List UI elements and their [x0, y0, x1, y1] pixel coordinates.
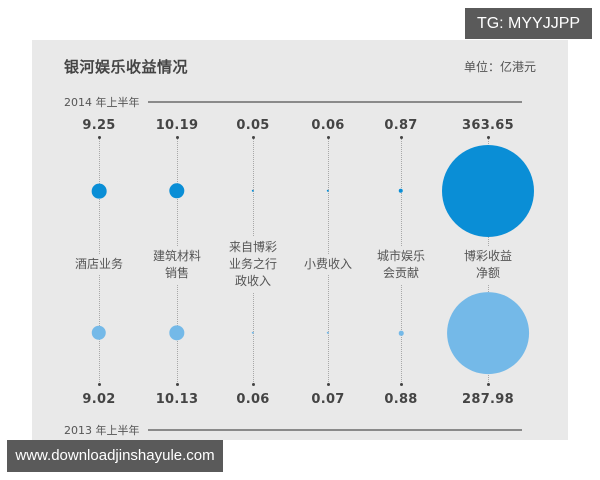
- chart-panel: 银河娱乐收益情况 单位：亿港元 2014 年上半年 2013 年上半年 9.25…: [32, 40, 568, 440]
- bubble-2013: [91, 325, 107, 341]
- value-2014: 0.05: [236, 118, 270, 133]
- value-2014: 10.19: [155, 118, 199, 133]
- value-2013: 0.88: [384, 392, 418, 407]
- watermark-url: www.downloadjinshayule.com: [7, 440, 223, 472]
- period-2014-label: 2014 年上半年: [64, 96, 140, 109]
- value-2013: 0.07: [311, 392, 345, 407]
- divider: [147, 429, 522, 431]
- value-2014: 363.65: [462, 118, 514, 133]
- bubble-2014: [398, 188, 404, 194]
- bubble-2014: [326, 189, 330, 193]
- value-2014: 9.25: [82, 118, 116, 133]
- bubble-2013: [398, 330, 404, 336]
- divider: [147, 101, 522, 103]
- category-label: 博彩收益 净额: [463, 245, 513, 284]
- tick-mark: [176, 383, 179, 386]
- category-label: 建筑材料 销售: [152, 245, 202, 284]
- category-label: 来自博彩 业务之行 政收入: [228, 237, 278, 292]
- bubble-2013: [447, 292, 529, 374]
- bubble-2014: [169, 183, 185, 199]
- watermark-tg: TG: MYYJJPP: [465, 8, 592, 39]
- value-2013: 10.13: [155, 392, 199, 407]
- bubble-2014: [91, 183, 107, 199]
- period-2014: 2014 年上半年: [64, 94, 522, 110]
- chart-title: 银河娱乐收益情况: [64, 58, 189, 76]
- value-2013: 9.02: [82, 392, 116, 407]
- tick-mark: [400, 383, 403, 386]
- category-label: 酒店业务: [74, 254, 124, 275]
- period-2013: 2013 年上半年: [64, 422, 522, 438]
- tick-mark: [176, 136, 179, 139]
- tick-mark: [327, 383, 330, 386]
- category-label: 小费收入: [303, 254, 353, 275]
- bubble-2014: [251, 189, 255, 193]
- bubble-2014: [442, 145, 534, 237]
- bubble-2013: [169, 325, 185, 341]
- bubble-2013: [326, 331, 330, 335]
- value-2014: 0.06: [311, 118, 345, 133]
- period-2013-label: 2013 年上半年: [64, 424, 140, 437]
- tick-mark: [487, 383, 490, 386]
- bubble-2013: [251, 331, 255, 335]
- tick-mark: [400, 136, 403, 139]
- tick-mark: [252, 136, 255, 139]
- value-2013: 0.06: [236, 392, 270, 407]
- tick-mark: [487, 136, 490, 139]
- category-label: 城市娱乐 会贡献: [376, 245, 426, 284]
- value-2013: 287.98: [462, 392, 514, 407]
- tick-mark: [252, 383, 255, 386]
- unit-label: 单位：亿港元: [463, 60, 536, 74]
- tick-mark: [98, 136, 101, 139]
- value-2014: 0.87: [384, 118, 418, 133]
- tick-mark: [98, 383, 101, 386]
- tick-mark: [327, 136, 330, 139]
